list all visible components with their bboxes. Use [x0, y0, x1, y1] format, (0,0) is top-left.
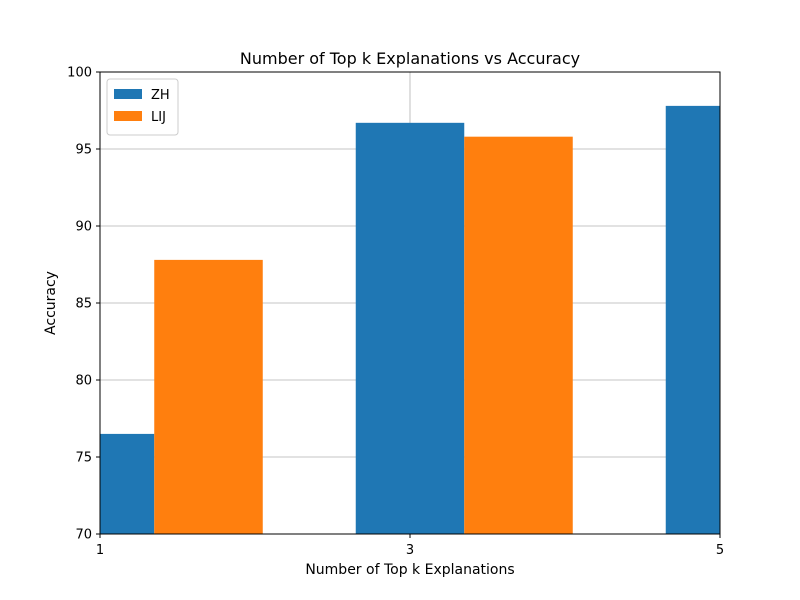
bars	[100, 105, 720, 534]
bar-lij-3	[464, 136, 573, 534]
x-tick-label: 5	[716, 543, 724, 558]
bar-zh-3	[355, 122, 465, 534]
legend: ZH LIJ	[106, 78, 179, 136]
chart-title: Number of Top k Explanations vs Accuracy	[240, 49, 580, 68]
y-tick-label: 80	[75, 374, 92, 389]
y-tick-label: 95	[75, 143, 92, 158]
bar-lij-1	[154, 259, 263, 534]
x-axis-label: Number of Top k Explanations	[305, 562, 514, 578]
x-ticks: 1 3 5	[96, 534, 724, 558]
y-tick-label: 90	[75, 220, 92, 235]
y-tick-label: 100	[67, 66, 92, 81]
y-ticks: 70 75 80 85 90 95 100	[67, 66, 100, 543]
bar-zh-5	[665, 105, 720, 534]
x-tick-label: 3	[406, 543, 414, 558]
x-tick-label: 1	[96, 543, 104, 558]
legend-label-zh: ZH	[151, 88, 170, 103]
y-tick-label: 70	[75, 528, 92, 543]
legend-swatch-zh	[114, 89, 142, 99]
legend-label-lij: LIJ	[151, 110, 166, 125]
bar-zh-1	[100, 433, 155, 534]
y-axis-label: Accuracy	[43, 271, 59, 335]
y-tick-label: 85	[75, 297, 92, 312]
y-tick-label: 75	[75, 451, 92, 466]
legend-swatch-lij	[114, 111, 142, 121]
